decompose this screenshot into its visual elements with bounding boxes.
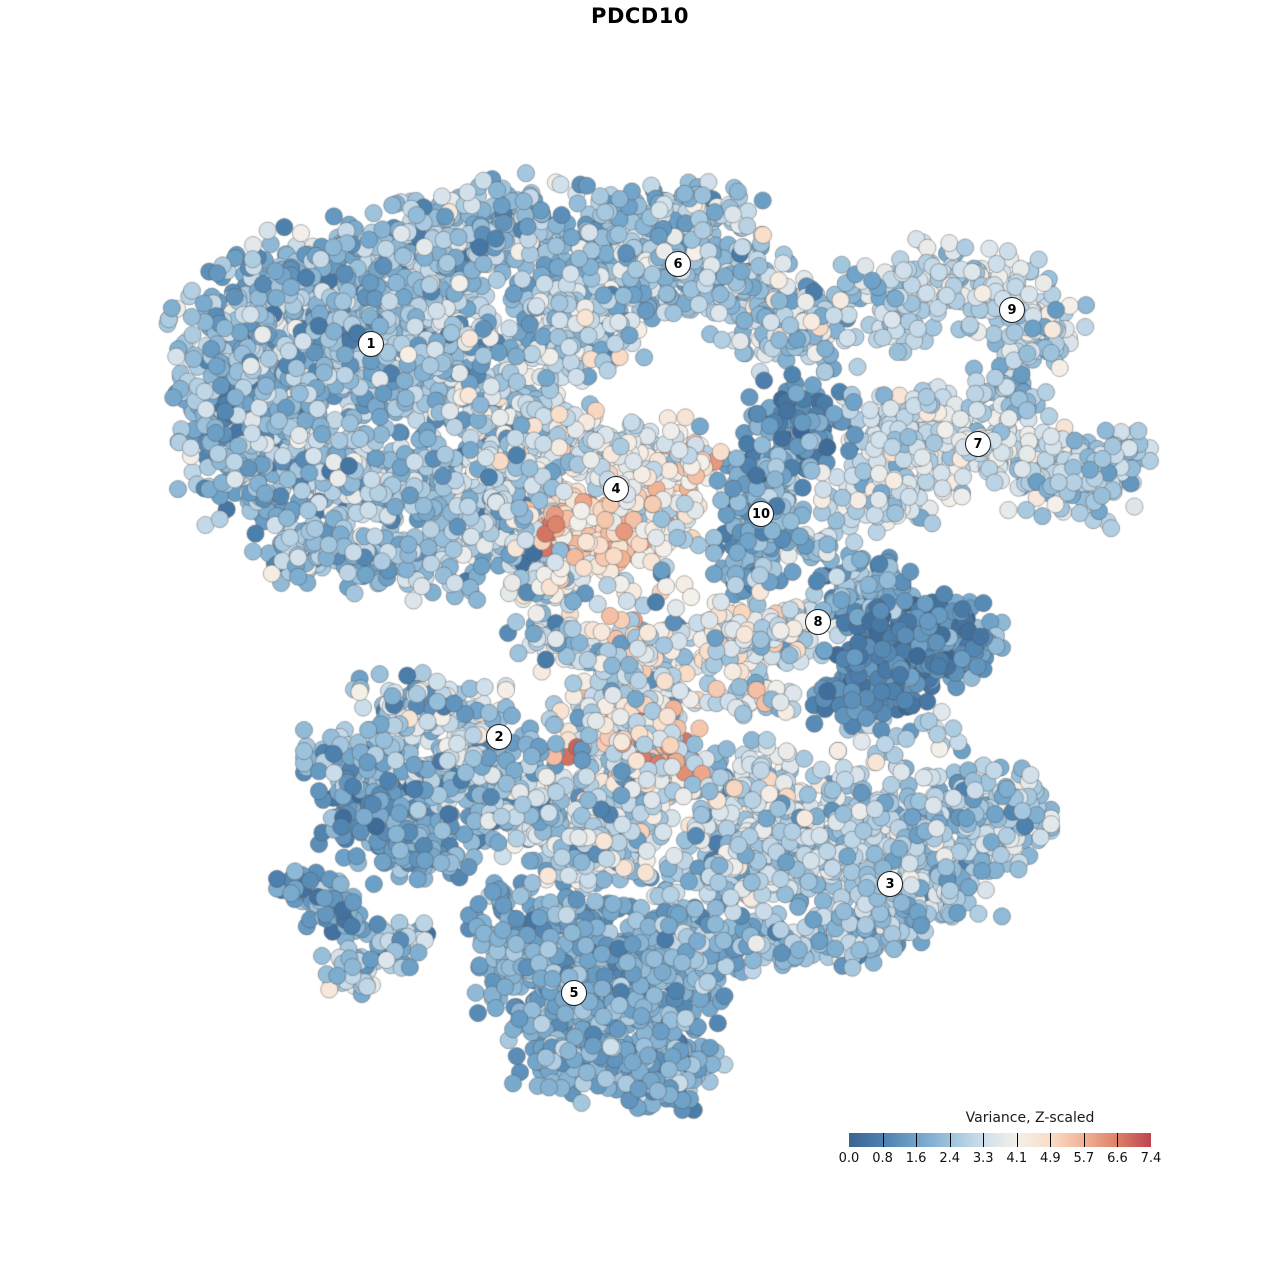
cluster-label-9: 9 — [999, 297, 1025, 323]
cluster-label-6: 6 — [665, 251, 691, 277]
cluster-label-4: 4 — [603, 476, 629, 502]
cluster-label-5: 5 — [561, 980, 587, 1006]
cluster-label-8: 8 — [805, 609, 831, 635]
cluster-label-7: 7 — [965, 431, 991, 457]
cluster-label-2: 2 — [486, 724, 512, 750]
cluster-label-1: 1 — [358, 331, 384, 357]
chart-title: PDCD10 — [591, 4, 689, 28]
cluster-label-10: 10 — [748, 501, 774, 527]
cluster-label-3: 3 — [877, 871, 903, 897]
